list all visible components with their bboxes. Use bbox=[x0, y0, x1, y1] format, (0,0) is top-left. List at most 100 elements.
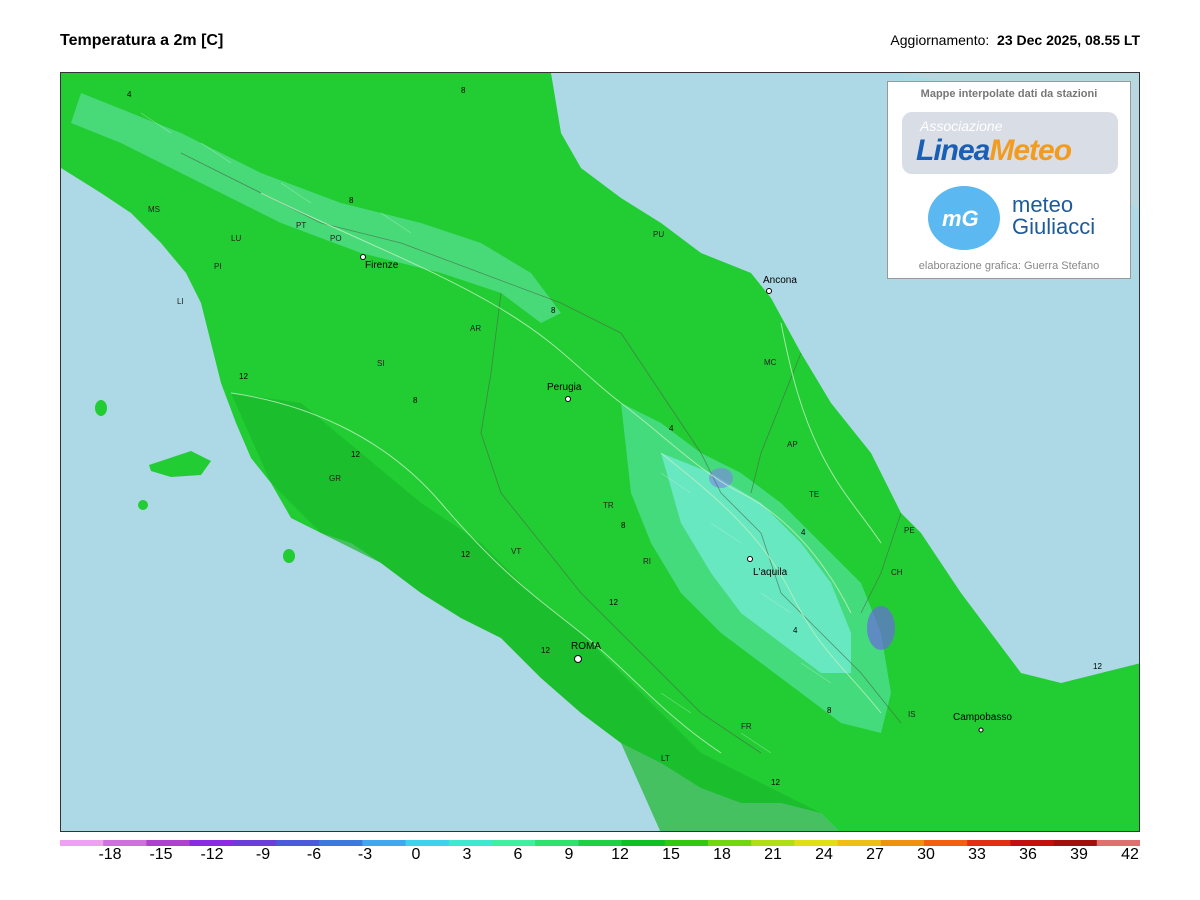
colorbar-segment bbox=[103, 840, 147, 846]
city-label: Campobasso bbox=[953, 712, 1012, 723]
isotherm-labels: 4 8 8 8 8 12 12 12 12 12 4 4 4 8 8 12 12 bbox=[127, 86, 1102, 787]
giuliacci-word-line: Giuliacci bbox=[1012, 214, 1096, 239]
province-te: TE bbox=[809, 490, 819, 499]
isotherm-label-4: 4 bbox=[127, 90, 132, 99]
isotherm-label-8: 8 bbox=[413, 396, 418, 405]
colorbar-segment bbox=[1053, 840, 1098, 846]
province-lt: LT bbox=[661, 754, 670, 763]
map-canvas: Firenze Ancona Perugia L'aquila ROMA Cam… bbox=[61, 73, 1139, 831]
colorbar-segment bbox=[319, 840, 363, 846]
city-label: ROMA bbox=[571, 641, 601, 652]
colorbar-segment bbox=[60, 840, 104, 846]
meteo-giuliacci-badge-icon bbox=[928, 186, 1000, 250]
colorbar-segment bbox=[276, 840, 320, 846]
province-labels: MS LU PI LI PT PO AR SI GR PU MC AP TE P… bbox=[148, 205, 916, 763]
colorbar-tick-label: 6 bbox=[513, 846, 523, 863]
isotherm-label-8: 8 bbox=[551, 306, 556, 315]
city-perugia[interactable]: Perugia bbox=[547, 382, 582, 402]
isotherm-label-12: 12 bbox=[1093, 662, 1102, 671]
province-gr: GR bbox=[329, 474, 341, 483]
isotherm-label-4: 4 bbox=[669, 424, 674, 433]
colorbar-segment bbox=[751, 840, 795, 846]
colorbar-segment bbox=[621, 840, 666, 846]
colorbar-segment bbox=[708, 840, 752, 846]
city-dot bbox=[574, 655, 582, 663]
graphics-credit: elaborazione grafica: Guerra Stefano bbox=[918, 260, 1100, 272]
colorbar-segment bbox=[1096, 840, 1140, 846]
isotherm-label-8: 8 bbox=[621, 521, 626, 530]
linea-word: Linea bbox=[916, 134, 990, 167]
province-tr: TR bbox=[603, 501, 614, 510]
colorbar-segment bbox=[794, 840, 839, 846]
colorbar-segment bbox=[492, 840, 536, 846]
isotherm-label-8: 8 bbox=[827, 706, 832, 715]
northern-ridge bbox=[71, 93, 561, 323]
isotherm-label-8: 8 bbox=[349, 196, 354, 205]
colorbar-segment bbox=[448, 840, 493, 846]
cold-spot-2 bbox=[709, 468, 733, 488]
isotherm-label-12: 12 bbox=[771, 778, 780, 787]
sponsor-logo-panel: Mappe interpolate dati da stazioni Assoc… bbox=[887, 81, 1131, 279]
colorbar-segment bbox=[578, 840, 623, 846]
city-laquila[interactable]: L'aquila bbox=[747, 556, 788, 579]
isotherm-label-4: 4 bbox=[801, 528, 806, 537]
colorbar-segment bbox=[405, 840, 450, 846]
city-ancona[interactable]: Ancona bbox=[763, 275, 797, 294]
isotherm-label-8: 8 bbox=[461, 86, 466, 95]
isotherm-label-12: 12 bbox=[541, 646, 550, 655]
colorbar-tick-label: 12 bbox=[611, 846, 629, 863]
city-dot bbox=[766, 288, 772, 294]
province-pi: PI bbox=[214, 262, 222, 271]
colorbar-segment bbox=[924, 840, 968, 846]
colorbar-tick-label: 27 bbox=[866, 846, 884, 863]
isotherm-label-12: 12 bbox=[609, 598, 618, 607]
update-label: Aggiornamento: bbox=[890, 32, 990, 48]
province-lu: LU bbox=[231, 234, 241, 243]
colorbar-tick-label: -12 bbox=[200, 846, 224, 863]
logo-caption: Mappe interpolate dati da stazioni bbox=[920, 88, 1098, 100]
colorbar-tick-label: 36 bbox=[1019, 846, 1037, 863]
city-label: Ancona bbox=[763, 275, 797, 286]
mg-badge-text: mG bbox=[942, 206, 979, 231]
province-li: LI bbox=[177, 297, 184, 306]
province-is: IS bbox=[908, 710, 916, 719]
city-label: Perugia bbox=[547, 382, 582, 393]
colorbar-segment bbox=[232, 840, 277, 846]
lineameteo-logo[interactable]: Associazione LineaMeteo bbox=[902, 112, 1118, 174]
city-roma[interactable]: ROMA bbox=[571, 641, 601, 663]
meteo-word-line: meteo bbox=[1012, 192, 1074, 217]
colorbar-segment bbox=[362, 840, 407, 846]
association-label: Associazione bbox=[920, 118, 1003, 134]
colorbar-tick-label: 3 bbox=[462, 846, 472, 863]
isotherm-label-12: 12 bbox=[461, 550, 470, 559]
colorbar-tick-label: -6 bbox=[306, 846, 322, 863]
island-elba bbox=[149, 451, 211, 477]
colorbar-tick-label: 33 bbox=[968, 846, 986, 863]
province-vt: VT bbox=[511, 547, 521, 556]
province-fr: FR bbox=[741, 722, 752, 731]
island-pianosa bbox=[138, 500, 148, 510]
isotherm-label-12: 12 bbox=[351, 450, 360, 459]
land-lowland bbox=[231, 393, 839, 831]
city-campobasso[interactable]: Campobasso bbox=[953, 712, 1012, 733]
colorbar-tick-label: 18 bbox=[713, 846, 731, 863]
city-dot bbox=[747, 556, 753, 562]
colorbar-segment bbox=[664, 840, 709, 846]
province-ar: AR bbox=[470, 324, 481, 333]
meteo-word: Meteo bbox=[989, 134, 1072, 167]
colorbar-tick-label: 0 bbox=[411, 846, 421, 863]
colorbar-tick-label: -15 bbox=[149, 846, 173, 863]
colorbar-tick-label: 24 bbox=[815, 846, 833, 863]
meteo-giuliacci-logo[interactable]: meteo Giuliacci bbox=[1012, 194, 1095, 238]
colorbar-tick-label: 30 bbox=[917, 846, 935, 863]
province-ms: MS bbox=[148, 205, 160, 214]
temperature-map[interactable]: Firenze Ancona Perugia L'aquila ROMA Cam… bbox=[60, 72, 1140, 832]
colorbar-tick-label: 42 bbox=[1121, 846, 1139, 863]
province-pt: PT bbox=[296, 221, 306, 230]
city-label: Firenze bbox=[365, 260, 399, 271]
province-ri: RI bbox=[643, 557, 651, 566]
apennine-cold-core bbox=[661, 453, 851, 673]
city-dot bbox=[978, 727, 984, 733]
province-pe: PE bbox=[904, 526, 915, 535]
city-firenze[interactable]: Firenze bbox=[360, 254, 399, 272]
